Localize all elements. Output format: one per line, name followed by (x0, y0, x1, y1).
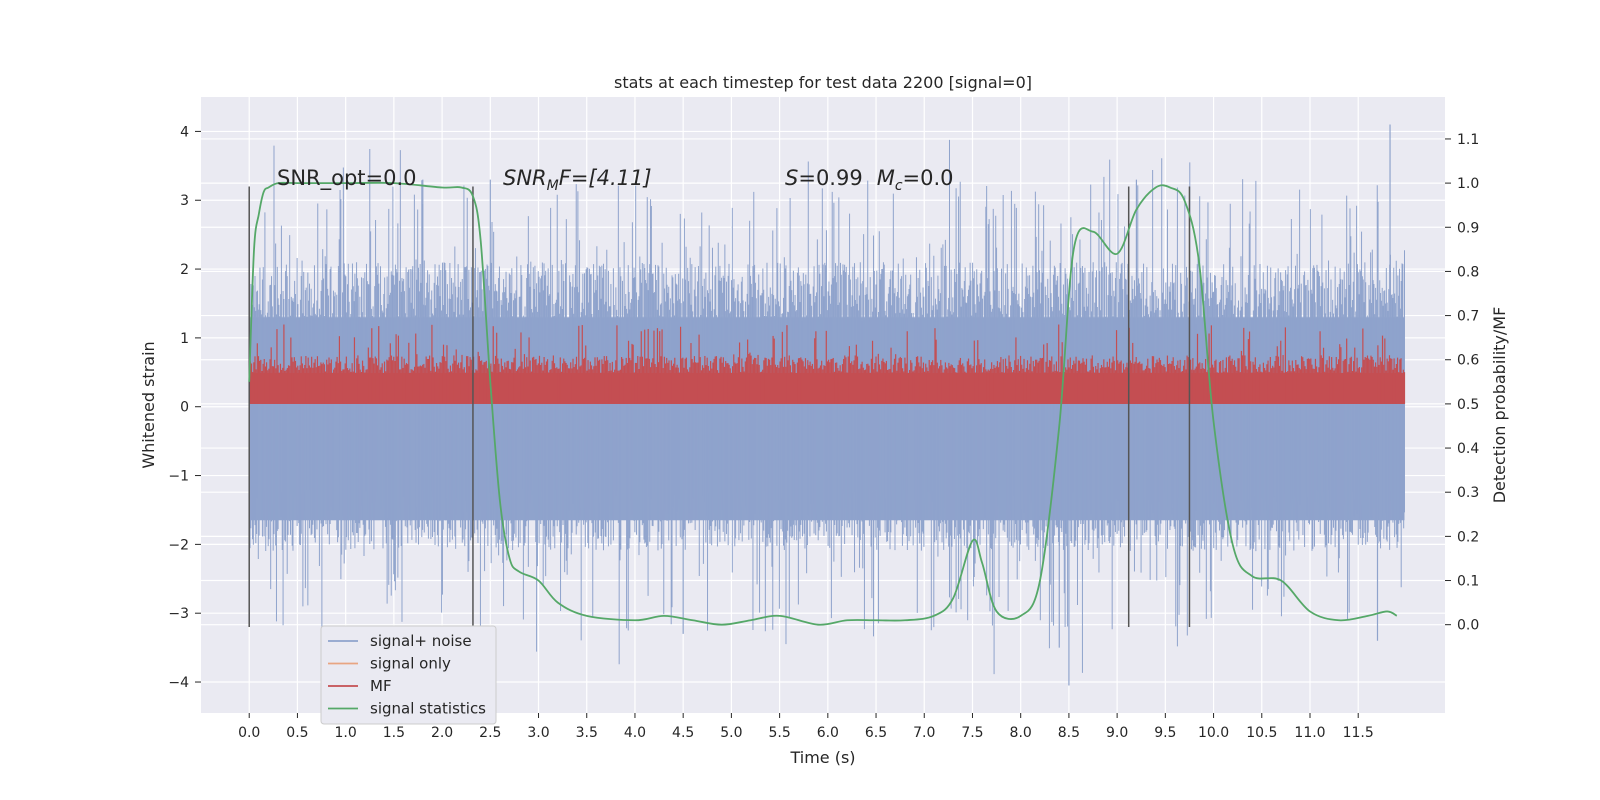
mf-series (248, 324, 1406, 404)
x-tick-label: 11.5 (1343, 725, 1374, 741)
x-tick-label: 6.5 (865, 725, 887, 741)
y2-tick-label: 0.8 (1457, 264, 1479, 280)
annotation-mc-sub: c (895, 178, 903, 194)
legend-box (320, 625, 497, 725)
y2-tick-label: 0.4 (1457, 441, 1479, 457)
y2-tick-label: 0.2 (1457, 529, 1479, 545)
y-tick-label: 1 (180, 331, 189, 347)
y2-tick-label: 0.5 (1457, 397, 1479, 413)
x-tick-label: 5.5 (768, 725, 790, 741)
y2-tick-label: 0.9 (1457, 220, 1479, 236)
y-tick-label: 4 (180, 124, 189, 140)
chart-title: stats at each timestep for test data 220… (614, 73, 1032, 92)
x-tick-label: 8.0 (1010, 725, 1032, 741)
y2-tick-label: 0.7 (1457, 309, 1479, 325)
x-tick-label: 4.5 (672, 725, 694, 741)
ticks: 0.0 0.5 1.0 1.5 2.0 2.5 3.0 3.5 4.0 4.5 5.0 5.5 6.0 6… (168, 124, 1479, 741)
y-tick-label: −4 (168, 675, 189, 691)
y-tick-label: 2 (180, 262, 189, 278)
annotation-snr-mf-sub: M (547, 178, 559, 194)
x-tick-label: 2.0 (431, 725, 453, 741)
annotation-s-rest: =0.99 (798, 166, 862, 190)
legend-label: signal only (370, 655, 451, 673)
annotation-mc-rest: =0.0 (903, 166, 954, 190)
annotation-snr-mf-main: SNR (503, 166, 547, 190)
annotation-mc-main: M (877, 166, 895, 190)
y-tick-label: 0 (180, 400, 189, 416)
x-tick-label: 7.0 (913, 725, 935, 741)
annotation-snr-opt: SNR_opt=0.0 (277, 166, 417, 191)
x-tick-label: 1.0 (335, 725, 357, 741)
x-tick-label: 1.5 (383, 725, 405, 741)
legend-label: MF (370, 677, 392, 695)
y2-tick-label: 0.3 (1457, 485, 1479, 501)
x-tick-label: 0.0 (238, 725, 260, 741)
y-axis-label: Whitened strain (139, 341, 158, 468)
y-tick-label: −2 (168, 537, 189, 553)
signal-statistics-line (248, 181, 1398, 626)
y2-tick-label: 1.0 (1457, 176, 1479, 192)
y-tick-label: 3 (180, 193, 189, 209)
x-tick-label: 2.5 (479, 725, 501, 741)
x-tick-label: 10.5 (1246, 725, 1277, 741)
x-tick-label: 9.5 (1154, 725, 1176, 741)
annotation-snr-mf-rest: F=[4.11] (559, 166, 652, 190)
x-tick-label: 8.5 (1058, 725, 1080, 741)
signal-statistics-series (248, 181, 1398, 626)
x-tick-label: 9.0 (1106, 725, 1128, 741)
y2-tick-label: 0.1 (1457, 574, 1479, 590)
y2-tick-label: 1.1 (1457, 132, 1479, 148)
x-tick-label: 4.0 (624, 725, 646, 741)
y2-tick-label: 0.0 (1457, 618, 1479, 634)
x-tick-label: 10.0 (1198, 725, 1229, 741)
legend-label: signal+ noise (370, 632, 472, 650)
vertical-markers (248, 186, 1191, 627)
annotations: SNR_opt=0.0 SNRMF=[4.11] S=0.99 Mc=0.0 (277, 166, 954, 194)
x-tick-label: 5.0 (720, 725, 742, 741)
y2-tick-label: 0.6 (1457, 353, 1479, 369)
x-tick-label: 0.5 (286, 725, 308, 741)
x-tick-label: 3.0 (527, 725, 549, 741)
legend: signal+ noise signal only MF signal statist… (320, 625, 497, 725)
annotation-s-main: S (785, 166, 798, 190)
y-tick-label: −1 (168, 469, 189, 485)
y-tick-label: −3 (168, 606, 189, 622)
y2-axis-label: Detection probability/MF (1490, 307, 1509, 504)
x-tick-label: 11.0 (1294, 725, 1325, 741)
x-axis-label: Time (s) (789, 748, 855, 767)
annotation-snr-mf: SNRMF=[4.11] (503, 166, 652, 194)
x-tick-label: 6.0 (817, 725, 839, 741)
annotation-s-mc: S=0.99 Mc=0.0 (785, 166, 954, 194)
legend-label: signal statistics (370, 700, 486, 718)
x-tick-label: 7.5 (961, 725, 983, 741)
x-tick-label: 3.5 (576, 725, 598, 741)
